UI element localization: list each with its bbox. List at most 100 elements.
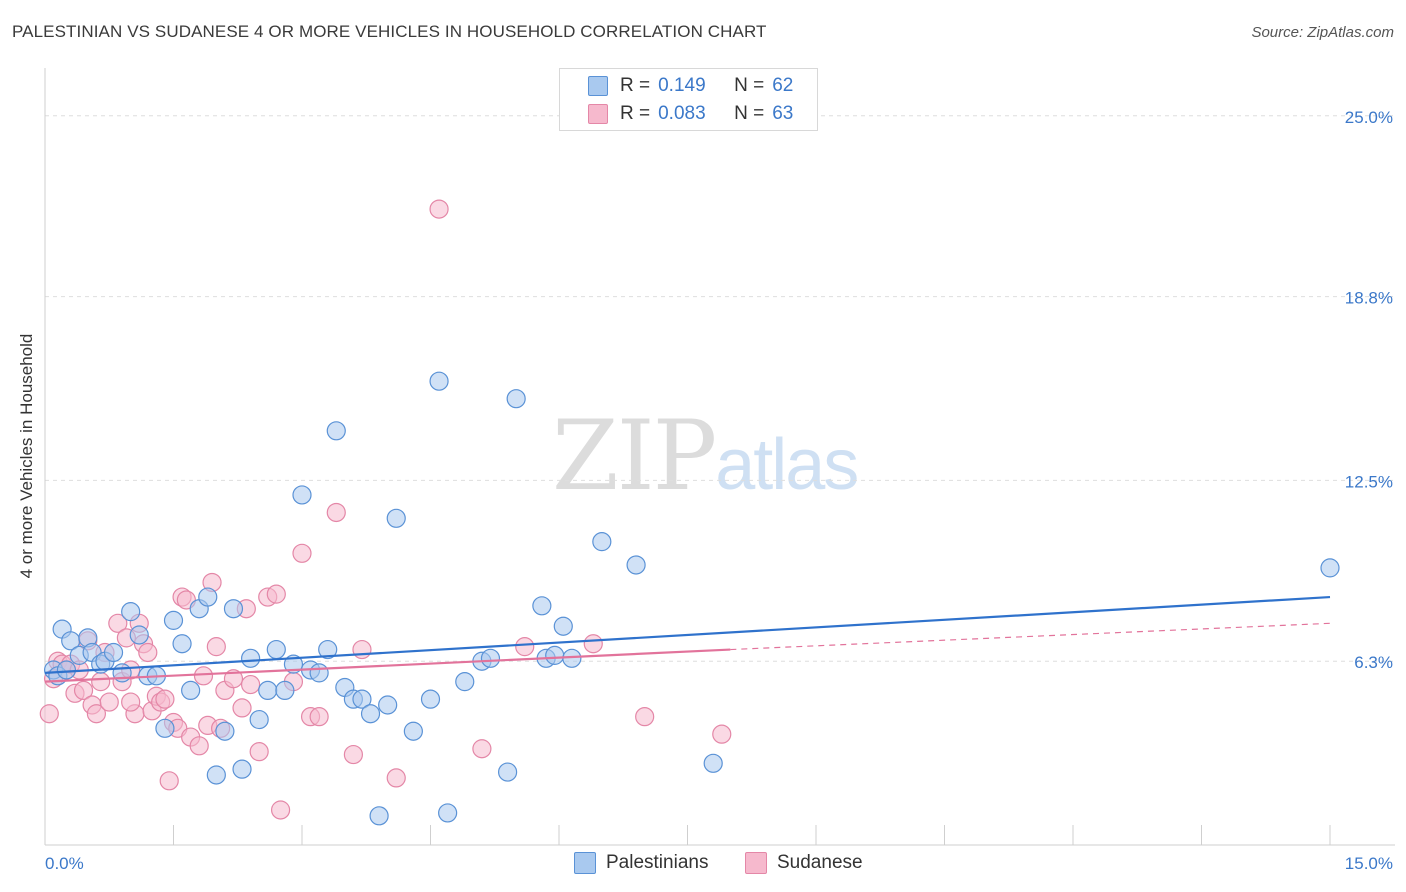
- sudanese-point: [429, 199, 449, 219]
- palestinian-point: [378, 695, 398, 715]
- sudanese-point: [270, 800, 291, 820]
- palestinian-point: [326, 421, 346, 441]
- legend-swatch-blue: [574, 852, 596, 874]
- legend-n-value: 63: [772, 103, 794, 124]
- legend-item-label: Sudanese: [777, 852, 863, 873]
- palestinian-point: [480, 648, 501, 668]
- chart-title: PALESTINIAN VS SUDANESE 4 OR MORE VEHICL…: [12, 22, 767, 41]
- sudanese-point: [232, 698, 252, 718]
- sudanese-point: [249, 742, 269, 762]
- sudanese-point: [266, 584, 286, 604]
- sudanese-trend-line: [44, 648, 731, 683]
- palestinian-point: [129, 625, 149, 645]
- legend-r-value: 0.083: [658, 103, 706, 124]
- sudanese-point: [241, 674, 261, 695]
- palestinian-point: [172, 634, 192, 654]
- palestinian-point: [420, 689, 441, 709]
- palestinian-point: [163, 610, 184, 630]
- sudanese-point: [386, 768, 406, 788]
- sudanese-point: [189, 736, 209, 756]
- sudanese-point: [155, 689, 175, 709]
- palestinian-point: [403, 721, 423, 741]
- legend-item-sudanese[interactable]: Sudanese: [745, 852, 863, 874]
- sudanese-point: [292, 543, 312, 563]
- sudanese-trend-extension: [730, 622, 1331, 651]
- palestinian-point: [275, 680, 295, 701]
- legend-n-value: 62: [772, 75, 794, 96]
- palestinian-point: [553, 616, 573, 636]
- source-label: Source: ZipAtlas.com: [1251, 24, 1394, 41]
- palestinian-point: [506, 389, 526, 409]
- legend-item-palestinians[interactable]: Palestinians: [574, 852, 708, 874]
- sudanese-point: [223, 669, 244, 689]
- legend-item-label: Palestinians: [606, 852, 709, 873]
- palestinian-point: [498, 762, 518, 782]
- palestinian-point: [232, 759, 252, 779]
- legend-n-label: N =: [734, 103, 765, 124]
- palestinian-point: [532, 596, 552, 616]
- palestinian-point: [215, 721, 235, 741]
- palestinian-point: [318, 639, 338, 660]
- palestinian-point: [592, 532, 612, 552]
- palestinian-point: [283, 654, 304, 674]
- legend-row-sudanese: R = 0.083 N = 63: [588, 103, 793, 125]
- legend-r-value: 0.149: [658, 75, 706, 96]
- palestinian-point: [56, 660, 77, 680]
- sudanese-point: [206, 637, 226, 657]
- sudanese-point: [91, 672, 111, 692]
- sudanese-point: [39, 704, 59, 724]
- sudanese-point: [309, 707, 329, 727]
- palestinian-point: [292, 485, 312, 505]
- sudanese-point: [73, 680, 94, 701]
- palestinian-point: [223, 599, 244, 619]
- sudanese-point: [193, 666, 214, 686]
- legend-row-palestinians: R = 0.149 N = 62: [588, 75, 793, 97]
- palestinian-point: [369, 806, 389, 826]
- sudanese-point: [712, 724, 732, 744]
- palestinian-point: [309, 663, 329, 683]
- palestinian-point: [352, 689, 372, 709]
- sudanese-point: [352, 639, 372, 660]
- legend-swatch-blue: [588, 76, 608, 96]
- x-tick-label: 15.0%: [1345, 854, 1393, 873]
- palestinian-point: [249, 709, 269, 730]
- legend-swatch-pink: [745, 852, 767, 874]
- sudanese-point: [326, 502, 346, 523]
- y-tick-label: 6.3%: [1354, 653, 1393, 672]
- sudanese-point: [343, 744, 363, 765]
- y-tick-label: 12.5%: [1345, 472, 1393, 491]
- palestinian-point: [455, 672, 475, 692]
- legend-r-label: R =: [620, 103, 651, 124]
- palestinian-point: [429, 371, 449, 391]
- palestinian-point: [155, 718, 175, 738]
- sudanese-point: [121, 692, 141, 712]
- palestinian-point: [626, 555, 646, 575]
- palestinian-point: [266, 639, 286, 660]
- sudanese-point: [635, 707, 655, 727]
- palestinian-point: [360, 704, 381, 724]
- palestinian-point: [1320, 558, 1340, 578]
- palestinian-point: [438, 803, 458, 823]
- legend-r-label: R =: [620, 75, 651, 96]
- palestinian-point: [206, 765, 226, 785]
- legend-n-label: N =: [734, 75, 765, 96]
- palestinian-trend-line: [44, 595, 1331, 674]
- palestinian-point: [241, 648, 261, 668]
- y-tick-label: 25.0%: [1345, 108, 1393, 127]
- palestinian-point: [258, 680, 278, 701]
- legend-swatch-pink: [588, 104, 608, 124]
- palestinian-point: [545, 645, 565, 665]
- x-tick-label: 0.0%: [45, 854, 84, 873]
- palestinian-point: [121, 602, 141, 622]
- sudanese-point: [472, 739, 492, 759]
- palestinian-point: [198, 587, 218, 607]
- correlation-legend: R = 0.149 N = 62 R = 0.083 N = 63: [559, 68, 818, 131]
- palestinian-point: [386, 508, 406, 528]
- sudanese-point: [86, 704, 107, 724]
- y-tick-label: 18.8%: [1345, 289, 1393, 308]
- palestinian-point: [103, 642, 124, 663]
- sudanese-point: [108, 613, 128, 633]
- sudanese-point: [583, 634, 603, 654]
- sudanese-point: [138, 642, 158, 663]
